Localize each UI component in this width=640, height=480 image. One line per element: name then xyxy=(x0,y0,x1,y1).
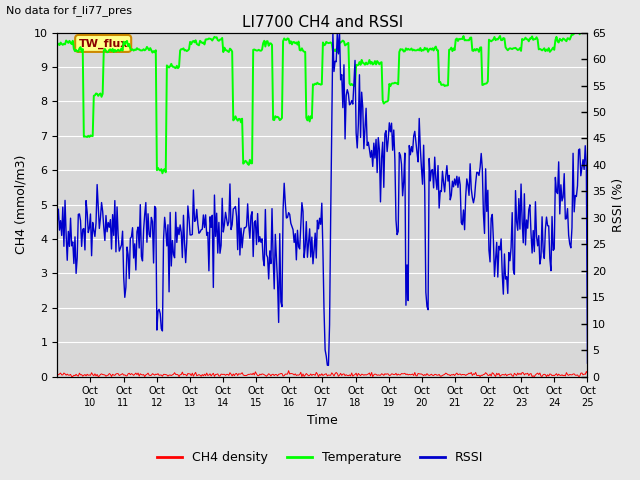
Title: LI7700 CH4 and RSSI: LI7700 CH4 and RSSI xyxy=(242,15,403,30)
X-axis label: Time: Time xyxy=(307,414,338,427)
Text: TW_flux: TW_flux xyxy=(79,38,128,48)
Text: No data for f_li77_pres: No data for f_li77_pres xyxy=(6,5,132,16)
Y-axis label: RSSI (%): RSSI (%) xyxy=(612,178,625,232)
Y-axis label: CH4 (mmol/m3): CH4 (mmol/m3) xyxy=(15,155,28,254)
Legend: CH4 density, Temperature, RSSI: CH4 density, Temperature, RSSI xyxy=(152,446,488,469)
